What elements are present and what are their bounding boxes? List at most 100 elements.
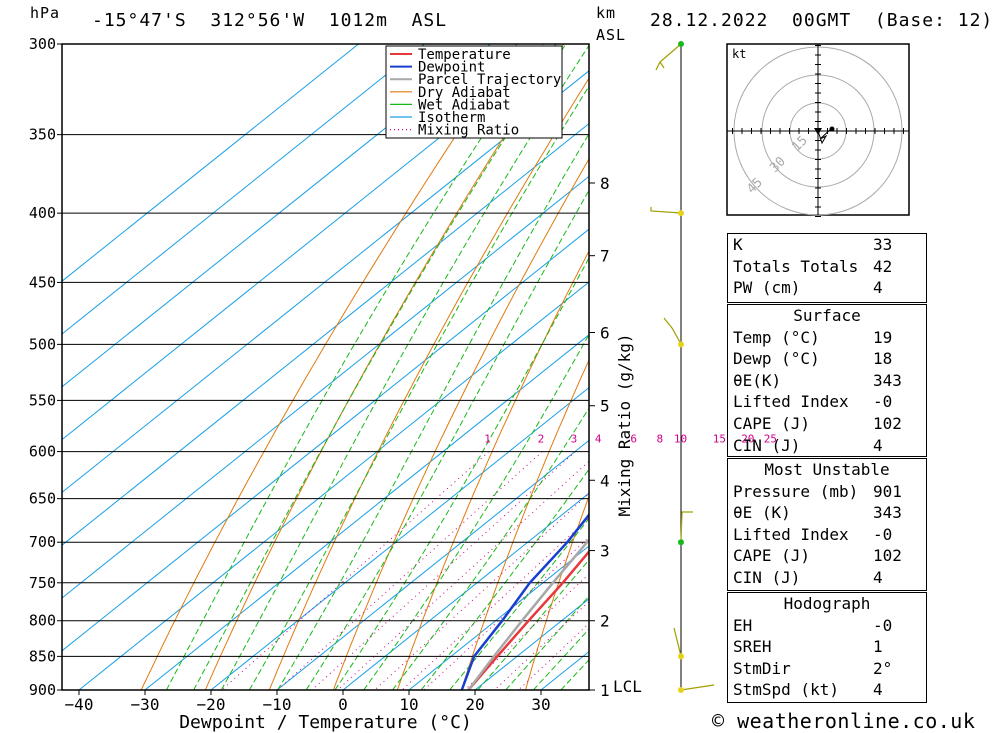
hodograph-table: Hodograph EH -0 SREH 1 StmDir 2° StmSpd (kt… bbox=[727, 592, 927, 703]
isotherm-line bbox=[62, 175, 589, 599]
mixing-ratio-axis-title: Mixing Ratio (g/kg) bbox=[615, 333, 634, 516]
wind-level-marker bbox=[678, 653, 684, 660]
totals-totals-value: 42 bbox=[873, 256, 893, 276]
profile-parcel-trajectory bbox=[467, 537, 589, 690]
surface-cape-label: CAPE (J) bbox=[733, 413, 811, 433]
pressure-tick-label: 750 bbox=[29, 574, 56, 592]
pressure-tick-label: 900 bbox=[29, 681, 56, 699]
mixing-ratio-label: 25 bbox=[764, 433, 777, 446]
legend-item-label: Dewpoint bbox=[418, 60, 485, 76]
legend-item-label: Dry Adiabat bbox=[418, 85, 511, 101]
hodograph-trace bbox=[817, 128, 832, 145]
mu-cape-label: CAPE (J) bbox=[733, 546, 811, 566]
sreh-value: 1 bbox=[873, 637, 883, 657]
wind-barb bbox=[680, 684, 715, 691]
height-tick-label: 7 bbox=[600, 247, 610, 266]
axes bbox=[57, 43, 595, 695]
legend-item-label: Wet Adiabat bbox=[418, 97, 511, 113]
eh-value: -0 bbox=[873, 615, 893, 635]
height-unit-label-asl: ASL bbox=[596, 26, 627, 44]
temperature-tick-label: −20 bbox=[197, 695, 226, 714]
dry-adiabat-line bbox=[204, 44, 565, 690]
height-unit-label: km bbox=[596, 4, 617, 22]
mu-pressure-label: Pressure (mb) bbox=[733, 481, 859, 501]
pressure-tick-label: 500 bbox=[29, 335, 56, 353]
hodograph-table-title: Hodograph bbox=[783, 594, 871, 613]
most-unstable-table: Most Unstable Pressure (mb) 901 θE (K) 343… bbox=[727, 458, 927, 591]
legend-box bbox=[385, 45, 563, 139]
surface-cin-value: 4 bbox=[873, 435, 883, 455]
temperature-tick-label: −30 bbox=[131, 695, 160, 714]
isotherm-line bbox=[62, 228, 589, 652]
wind-profile bbox=[650, 41, 715, 693]
wind-level-marker bbox=[678, 539, 684, 546]
totals-totals-label: Totals Totals bbox=[733, 256, 859, 276]
temperature-tick-label: −40 bbox=[65, 695, 94, 714]
wind-level-marker bbox=[678, 687, 684, 693]
indices-table: K 33 Totals Totals 42 PW (cm) 4 bbox=[727, 233, 927, 303]
legend-item-label: Temperature bbox=[418, 47, 511, 63]
profile-temperature bbox=[467, 549, 589, 690]
most-unstable-title: Most Unstable bbox=[764, 460, 890, 479]
surface-dewp-value: 18 bbox=[873, 349, 893, 369]
dry-adiabat-line bbox=[974, 44, 1000, 690]
temperature-tick-label: 20 bbox=[465, 695, 484, 714]
temperature-tick-label: 30 bbox=[531, 695, 550, 714]
stmspd-value: 4 bbox=[873, 680, 883, 700]
mu-li-value: -0 bbox=[873, 524, 893, 544]
pressure-tick-label: 350 bbox=[29, 126, 56, 144]
surface-temp-label: Temp (°C) bbox=[733, 327, 820, 347]
surface-table: Surface Temp (°C) 19 Dewp (°C) 18 θE(K) 343… bbox=[727, 304, 927, 457]
wind-level-marker bbox=[678, 341, 684, 348]
height-tick-label: 1 bbox=[600, 681, 610, 700]
mu-li-label: Lifted Index bbox=[733, 524, 849, 544]
stmdir-value: 2° bbox=[873, 658, 893, 678]
mu-cape-value: 102 bbox=[873, 546, 902, 566]
pressure-tick-label: 400 bbox=[29, 204, 56, 222]
pressure-tick-label: 650 bbox=[29, 490, 56, 508]
dry-adiabat-line bbox=[460, 358, 589, 690]
height-tick-label: 2 bbox=[600, 612, 610, 631]
mixing-ratio-label: 10 bbox=[674, 433, 687, 446]
stmspd-label: StmSpd (kt) bbox=[733, 680, 839, 700]
mixing-ratio-label: 4 bbox=[595, 433, 602, 446]
legend-item-label: Parcel Trajectory bbox=[418, 72, 561, 88]
profile-lines bbox=[460, 512, 589, 690]
mixing-ratio-label: 8 bbox=[656, 433, 663, 446]
dry-adiabat-line bbox=[332, 157, 589, 690]
x-axis-title: Dewpoint / Temperature (°C) bbox=[179, 712, 472, 733]
isotherm-line bbox=[62, 44, 491, 388]
pressure-unit-label: hPa bbox=[30, 4, 61, 22]
isotherm-line bbox=[62, 44, 359, 282]
mixing-ratio-line bbox=[337, 460, 589, 690]
copyright-link[interactable]: © weatheronline.co.uk bbox=[712, 709, 976, 733]
pressure-tick-label: 550 bbox=[29, 391, 56, 409]
surface-li-label: Lifted Index bbox=[733, 392, 849, 412]
mu-pressure-value: 901 bbox=[873, 481, 902, 501]
pressure-tick-label: 300 bbox=[29, 35, 56, 53]
legend-item-label: Isotherm bbox=[418, 110, 485, 126]
wind-barb bbox=[655, 43, 682, 71]
temperature-tick-label: 10 bbox=[399, 695, 418, 714]
mixing-ratio-label: 2 bbox=[538, 433, 545, 446]
pressure-tick-label: 600 bbox=[29, 443, 56, 461]
surface-theta-label: θE(K) bbox=[733, 370, 782, 390]
temperature-tick-label: −10 bbox=[263, 695, 292, 714]
dry-adiabat-line bbox=[268, 77, 589, 690]
height-tick-label: 5 bbox=[600, 397, 610, 416]
mixing-ratio-line bbox=[221, 451, 490, 690]
wind-barb bbox=[663, 317, 682, 345]
temperature-tick-label: 0 bbox=[338, 695, 348, 714]
surface-title: Surface bbox=[793, 306, 861, 325]
mu-theta-value: 343 bbox=[873, 503, 902, 523]
mu-theta-label: θE (K) bbox=[733, 503, 791, 523]
mixing-ratio-label: 3 bbox=[571, 433, 578, 446]
mixing-ratio-label: 1 bbox=[484, 433, 491, 446]
axis-labels: 1 2 3 4 6 8 10 15 20 2530035040045050055060065070… bbox=[29, 35, 777, 733]
height-tick-label: 3 bbox=[600, 542, 610, 561]
height-tick-label: 6 bbox=[600, 323, 610, 342]
pw-value: 4 bbox=[873, 278, 883, 298]
k-index-value: 33 bbox=[873, 235, 893, 254]
